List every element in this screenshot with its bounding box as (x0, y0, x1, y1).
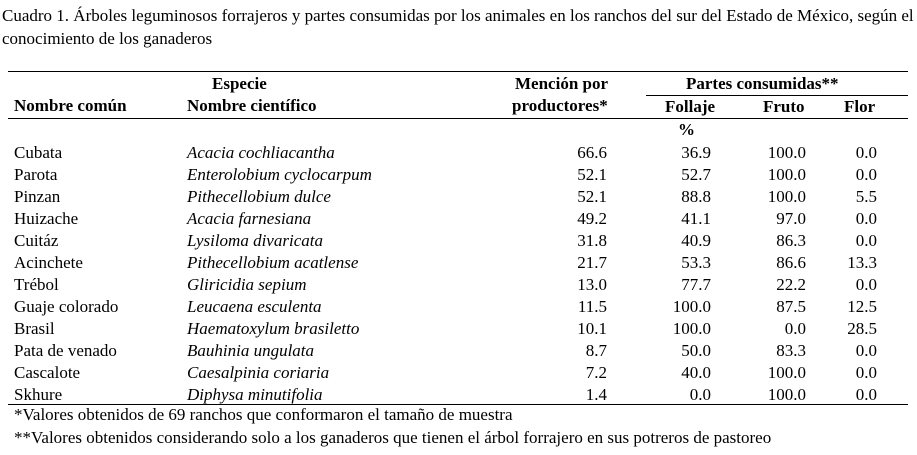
cell-flor: 0.0 (855, 275, 877, 294)
cell-fruto: 100.0 (767, 363, 806, 382)
header-fruto: Fruto (763, 97, 805, 116)
cell-fruto: 100.0 (767, 165, 806, 184)
cell-mencion: 10.1 (577, 319, 607, 338)
cell-mencion: 11.5 (577, 297, 607, 316)
header-rule (8, 118, 908, 119)
cell-follaje: 100.0 (672, 297, 711, 316)
cell-fruto: 22.2 (776, 275, 806, 294)
cell-fruto: 100.0 (767, 143, 806, 162)
cell-nombre-cientifico: Acacia farnesiana (187, 209, 312, 228)
cell-mencion: 8.7 (585, 341, 607, 360)
cell-nombre-cientifico: Bauhinia ungulata (187, 341, 315, 360)
cell-fruto: 0.0 (784, 319, 806, 338)
cell-nombre-comun: Pinzan (14, 187, 61, 206)
cell-nombre-comun: Cubata (14, 143, 63, 162)
header-partes: Partes consumidas** (686, 74, 839, 93)
header-flor: Flor (844, 97, 876, 116)
cell-mencion: 7.2 (585, 363, 607, 382)
cell-nombre-comun: Cuitáz (14, 231, 59, 250)
cell-fruto: 97.0 (776, 209, 806, 228)
cell-nombre-cientifico: Pithecellobium dulce (187, 187, 331, 206)
cell-mencion: 21.7 (577, 253, 607, 272)
cell-mencion: 49.2 (577, 209, 607, 228)
table-caption: Cuadro 1. Árboles leguminosos forrajeros… (2, 6, 914, 48)
cell-follaje: 36.9 (681, 143, 711, 162)
cell-nombre-comun: Parota (14, 165, 58, 184)
cell-flor: 0.0 (855, 165, 877, 184)
cell-fruto: 87.5 (776, 297, 806, 316)
cell-mencion: 13.0 (577, 275, 607, 294)
cell-flor: 12.5 (847, 297, 877, 316)
cell-mencion: 1.4 (585, 385, 607, 404)
header-unit: % (678, 120, 695, 139)
cell-follaje: 53.3 (681, 253, 711, 272)
header-especie: Especie (212, 74, 267, 93)
cell-fruto: 83.3 (776, 341, 806, 360)
cell-follaje: 100.0 (672, 319, 711, 338)
cell-flor: 28.5 (847, 319, 877, 338)
cell-flor: 0.0 (855, 231, 877, 250)
cell-flor: 13.3 (847, 253, 877, 272)
cell-nombre-cientifico: Haematoxylum brasiletto (187, 319, 360, 338)
cell-fruto: 86.3 (776, 231, 806, 250)
cell-flor: 5.5 (855, 187, 877, 206)
cell-nombre-comun: Guaje colorado (14, 297, 119, 316)
cell-nombre-comun: Acinchete (14, 253, 83, 272)
cell-nombre-cientifico: Enterolobium cyclocarpum (187, 165, 372, 184)
cell-flor: 0.0 (855, 341, 877, 360)
cell-mencion: 66.6 (577, 143, 607, 162)
footnote-1: *Valores obtenidos de 69 ranchos que con… (14, 405, 513, 424)
cell-mencion: 52.1 (577, 165, 607, 184)
footnote-2: **Valores obtenidos considerando solo a … (14, 428, 772, 447)
cell-nombre-cientifico: Acacia cochliacantha (187, 143, 335, 162)
cell-nombre-cientifico: Leucaena esculenta (187, 297, 322, 316)
header-mencion-1: Mención por (515, 74, 609, 93)
cell-fruto: 100.0 (767, 187, 806, 206)
cell-nombre-cientifico: Gliricidia sepium (187, 275, 307, 294)
cell-mencion: 31.8 (577, 231, 607, 250)
cell-flor: 0.0 (855, 209, 877, 228)
cell-follaje: 41.1 (681, 209, 711, 228)
cell-nombre-comun: Huizache (14, 209, 79, 228)
bottom-rule (8, 404, 908, 405)
cell-follaje: 52.7 (681, 165, 711, 184)
cell-follaje: 88.8 (681, 187, 711, 206)
cell-nombre-comun: Trébol (14, 275, 59, 294)
cell-nombre-cientifico: Lysiloma divaricata (187, 231, 323, 250)
cell-follaje: 77.7 (681, 275, 711, 294)
cell-nombre-comun: Cascalote (14, 363, 81, 382)
cell-flor: 0.0 (855, 143, 877, 162)
header-follaje: Follaje (665, 97, 716, 116)
cell-flor: 0.0 (855, 363, 877, 382)
cell-follaje: 40.0 (681, 363, 711, 382)
cell-nombre-comun: Skhure (14, 385, 63, 404)
top-rule (8, 71, 908, 72)
header-nombre-comun: Nombre común (14, 96, 127, 115)
partes-rule (646, 95, 908, 96)
cell-follaje: 40.9 (681, 231, 711, 250)
cell-nombre-cientifico: Pithecellobium acatlense (187, 253, 359, 272)
cell-nombre-comun: Pata de venado (14, 341, 117, 360)
cell-nombre-comun: Brasil (14, 319, 55, 338)
cell-nombre-cientifico: Diphysa minutifolia (187, 385, 323, 404)
cell-follaje: 0.0 (689, 385, 711, 404)
cell-nombre-cientifico: Caesalpinia coriaria (187, 363, 330, 382)
header-mencion-2: productores* (512, 96, 608, 115)
cell-flor: 0.0 (855, 385, 877, 404)
cell-fruto: 86.6 (776, 253, 806, 272)
cell-mencion: 52.1 (577, 187, 607, 206)
cell-fruto: 100.0 (767, 385, 806, 404)
header-nombre-cientifico: Nombre científico (187, 96, 317, 115)
cell-follaje: 50.0 (681, 341, 711, 360)
